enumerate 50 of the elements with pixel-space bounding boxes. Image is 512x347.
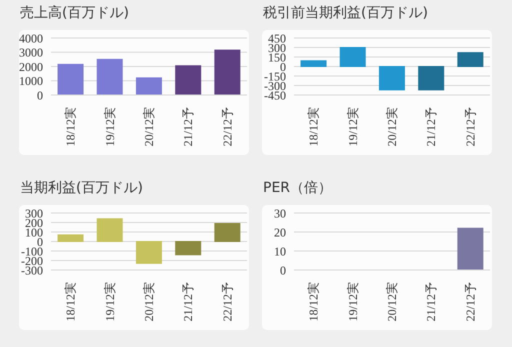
- bar: [214, 222, 240, 242]
- y-tick-label: 0: [37, 88, 43, 102]
- bar: [214, 50, 240, 95]
- bar: [58, 234, 84, 242]
- y-tick-label: 1000: [19, 74, 43, 88]
- x-tick-label: 18/12実: [64, 107, 78, 146]
- x-tick-label: 22/12予: [463, 107, 478, 146]
- x-tick-label: 21/12予: [181, 282, 196, 322]
- bar: [136, 77, 162, 95]
- y-tick-label: 2000: [19, 60, 43, 74]
- chart-title: 当期利益(百万ドル): [20, 179, 143, 197]
- y-tick-label: 450: [268, 31, 286, 46]
- bar: [378, 66, 405, 90]
- y-tick-label: 3000: [19, 46, 43, 60]
- y-tick-label: 30: [274, 206, 286, 220]
- x-tick-label: 22/12予: [220, 282, 234, 322]
- bar: [457, 52, 484, 67]
- y-tick-label: 20: [274, 225, 286, 240]
- chart-title: 税引前当期利益(百万ドル): [263, 4, 428, 22]
- x-tick-label: 18/12実: [306, 282, 321, 322]
- x-tick-label: 18/12実: [306, 107, 321, 146]
- x-tick-label: 19/12実: [102, 282, 117, 322]
- x-tick-label: 20/12実: [142, 282, 156, 322]
- bar: [96, 218, 123, 242]
- y-tick-label: 300: [25, 206, 43, 220]
- x-tick-label: 21/12予: [181, 107, 196, 146]
- bar: [175, 241, 202, 256]
- bar: [96, 58, 123, 95]
- x-tick-label: 18/12実: [64, 282, 78, 322]
- bar: [300, 60, 327, 67]
- x-tick-label: 19/12実: [346, 107, 360, 146]
- y-tick-label: 4000: [19, 31, 43, 46]
- x-tick-label: 20/12実: [385, 107, 399, 146]
- bar: [418, 66, 444, 90]
- bar: [58, 64, 84, 95]
- x-tick-label: 22/12予: [463, 282, 478, 322]
- chart-title: 売上高(百万ドル): [20, 4, 129, 22]
- bar: [136, 241, 162, 264]
- bar: [340, 47, 366, 67]
- x-tick-label: 19/12実: [346, 282, 360, 322]
- y-tick-label: 10: [274, 244, 286, 258]
- x-tick-label: 21/12予: [424, 107, 438, 146]
- y-tick-label: 0: [280, 263, 286, 278]
- x-tick-label: 19/12実: [102, 107, 117, 146]
- chart-title: PER（倍）: [263, 179, 332, 197]
- x-tick-label: 20/12実: [385, 282, 399, 322]
- bar: [175, 65, 202, 95]
- x-tick-label: 22/12予: [220, 107, 234, 146]
- x-tick-label: 20/12実: [142, 107, 156, 146]
- x-tick-label: 21/12予: [424, 282, 438, 322]
